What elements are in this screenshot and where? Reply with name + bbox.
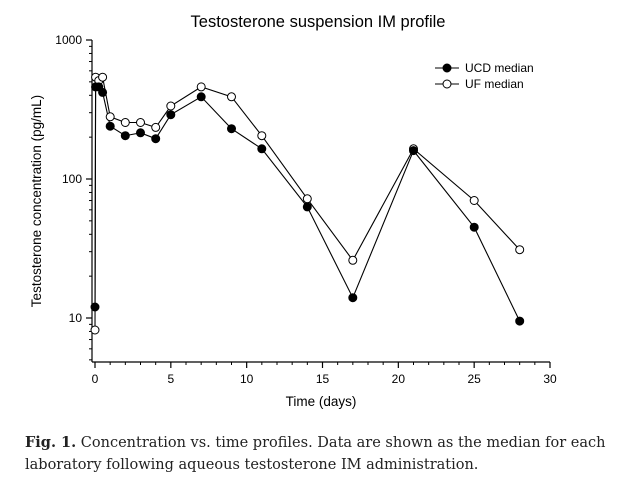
data-point-uf	[348, 255, 358, 265]
data-point-ucd	[257, 144, 267, 154]
y-tick-label: 100	[62, 172, 82, 186]
data-point-uf	[257, 131, 267, 141]
x-tick-label: 0	[92, 372, 99, 386]
data-point-ucd	[105, 121, 115, 131]
x-tick-label: 5	[167, 372, 174, 386]
data-point-ucd	[151, 134, 161, 144]
x-tick-label: 10	[240, 372, 254, 386]
legend-entry-uf: UF median	[435, 77, 524, 91]
data-point-uf	[515, 245, 525, 255]
data-point-ucd	[196, 92, 206, 102]
figure-caption: Fig. 1. Concentration vs. time profiles.…	[25, 432, 610, 476]
chart: Testosterone suspension IM profile 0 5 10 1…	[29, 13, 557, 409]
caption-text: Concentration vs. time profiles. Data ar…	[25, 435, 606, 473]
data-point-ucd	[469, 222, 479, 232]
legend-label-ucd: UCD median	[465, 61, 534, 75]
data-point-ucd	[98, 87, 108, 97]
data-point-ucd	[90, 302, 100, 312]
data-point-uf	[302, 194, 312, 204]
data-point-ucd	[136, 128, 145, 138]
legend-entry-ucd: UCD median	[435, 61, 534, 75]
data-point-uf	[105, 112, 115, 122]
tick-labels: 0 5 10 15 20 25 30 10 100 1000	[55, 33, 557, 386]
data-point-ucd	[302, 202, 312, 212]
data-point-ucd	[348, 293, 358, 303]
data-point-uf	[90, 325, 100, 335]
data-point-uf	[166, 101, 176, 111]
data-point-uf	[227, 92, 236, 102]
data-point-uf	[151, 122, 161, 132]
data-point-ucd	[515, 316, 525, 326]
legend: UCD median UF median	[435, 61, 534, 91]
data-point-uf	[98, 72, 108, 82]
data-point-uf	[120, 118, 130, 127]
y-axis-label: Testosterone concentration (pg/mL)	[29, 95, 44, 307]
data-point-ucd	[409, 146, 418, 156]
x-tick-label: 15	[316, 372, 330, 386]
x-tick-label: 25	[467, 372, 481, 386]
x-axis-label: Time (days)	[286, 394, 357, 409]
legend-marker-open	[442, 79, 452, 89]
y-tick-label: 10	[69, 311, 83, 325]
legend-label-uf: UF median	[465, 77, 524, 91]
data-point-uf	[136, 118, 145, 127]
ticks	[86, 39, 551, 368]
data-point-uf	[469, 196, 479, 205]
data-point-ucd	[227, 124, 236, 134]
data-point-ucd	[120, 131, 130, 141]
x-tick-label: 30	[543, 372, 557, 386]
x-tick-label: 20	[392, 372, 406, 386]
legend-marker-filled	[442, 63, 452, 73]
y-tick-label: 1000	[55, 33, 82, 47]
data-point-ucd	[166, 110, 176, 120]
caption-label: Fig. 1.	[25, 434, 77, 451]
chart-title: Testosterone suspension IM profile	[191, 13, 446, 31]
series-layer	[90, 72, 525, 335]
data-point-uf	[196, 82, 206, 92]
